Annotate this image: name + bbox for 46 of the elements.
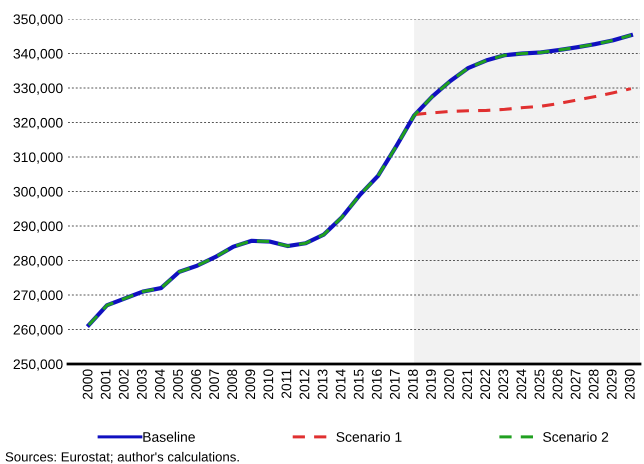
- x-tick-label: 2020: [444, 369, 454, 400]
- x-tick-label: 2007: [209, 370, 220, 400]
- y-tick-label: 280,000: [14, 256, 63, 268]
- x-tick-label: 2018: [408, 369, 418, 400]
- y-tick-label: 320,000: [13, 118, 63, 130]
- x-tick-label: 2029: [606, 370, 617, 400]
- x-tick-label: 2005: [173, 369, 183, 400]
- x-tick-label: 2016: [372, 369, 382, 400]
- x-tick-label: 2022: [480, 370, 490, 400]
- y-tick-label: 300,000: [13, 186, 63, 198]
- x-tick-label: 2000: [82, 369, 93, 400]
- x-tick-label: 2025: [534, 369, 544, 400]
- y-tick-label: 260,000: [14, 324, 63, 336]
- x-tick-label: 2013: [318, 369, 328, 400]
- x-tick-label: 2002: [118, 370, 129, 400]
- x-tick-label: 2023: [498, 369, 508, 400]
- x-tick-label: 2017: [390, 370, 400, 400]
- x-tick-label: 2028: [588, 369, 599, 400]
- x-tick-label: 2010: [263, 369, 274, 400]
- x-tick-label: 2001: [100, 370, 111, 400]
- x-tick-label: 2003: [136, 369, 147, 400]
- y-tick-label: 310,000: [13, 152, 63, 164]
- x-tick-label: 2024: [516, 369, 526, 400]
- source-note: Sources: Eurostat; author's calculations.: [6, 452, 239, 464]
- x-tick-label: 2011: [281, 370, 292, 398]
- y-tick-label: 340,000: [13, 48, 63, 60]
- x-tick-label: 2027: [570, 370, 580, 400]
- legend-label: Scenario 1: [336, 432, 402, 442]
- x-tick-label: 2006: [191, 369, 201, 400]
- x-tick-label: 2012: [300, 370, 310, 400]
- legend-label: Baseline: [143, 432, 195, 442]
- x-tick-label: 2021: [462, 370, 472, 400]
- y-tick-label: 330,000: [13, 83, 63, 95]
- y-tick-label: 350,000: [13, 14, 63, 26]
- x-tick-label: 2004: [154, 369, 165, 400]
- x-tick-label: 2009: [245, 370, 256, 400]
- y-tick-label: 270,000: [14, 290, 63, 302]
- y-tick-label: 250,000: [14, 359, 63, 371]
- y-tick-label: 290,000: [14, 221, 63, 233]
- x-tick-label: 2014: [336, 369, 346, 400]
- legend-label: Scenario 2: [543, 432, 608, 442]
- x-tick-label: 2019: [426, 370, 436, 400]
- x-tick-label: 2008: [227, 369, 238, 400]
- x-tick-label: 2030: [624, 369, 635, 400]
- x-tick-label: 2015: [354, 369, 364, 400]
- x-tick-label: 2026: [552, 369, 562, 400]
